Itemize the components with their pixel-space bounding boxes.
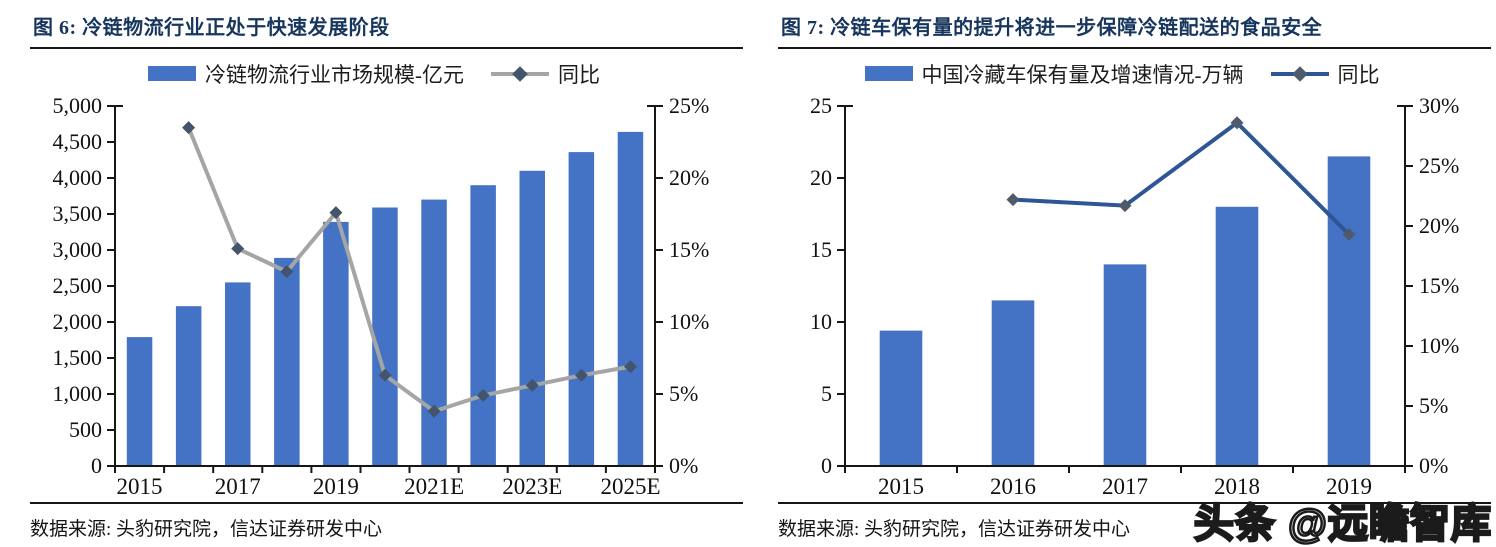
svg-text:500: 500 <box>69 417 102 442</box>
svg-text:5%: 5% <box>1419 393 1448 418</box>
svg-text:15%: 15% <box>669 237 709 262</box>
diamond-marker-icon <box>427 404 441 418</box>
figure-6-legend: 冷链物流行业市场规模-亿元 同比 <box>0 60 748 87</box>
svg-text:4,500: 4,500 <box>53 129 103 154</box>
svg-text:2,000: 2,000 <box>53 309 103 334</box>
growth-line <box>1012 120 1351 236</box>
diamond-marker-icon <box>574 368 588 382</box>
svg-text:2019: 2019 <box>313 474 359 499</box>
diamond-marker-icon <box>624 360 637 374</box>
diamond-marker-icon <box>231 242 245 256</box>
svg-text:2015: 2015 <box>878 474 924 499</box>
svg-text:10%: 10% <box>1419 333 1459 358</box>
bar-legend-label: 冷链物流行业市场规模-亿元 <box>205 62 464 87</box>
bar-series <box>879 156 1371 467</box>
svg-text:0%: 0% <box>669 453 698 478</box>
figure-6-title-rule <box>30 47 743 49</box>
svg-text:25%: 25% <box>669 93 709 118</box>
diamond-marker-icon <box>329 206 343 220</box>
figure-6-title: 图 6: 冷链物流行业正处于快速发展阶段 <box>33 17 390 39</box>
svg-text:0%: 0% <box>1419 453 1448 478</box>
figure-6-panel: 图 6: 冷链物流行业正处于快速发展阶段 冷链物流行业市场规模-亿元 同比 0 5… <box>0 17 748 541</box>
growth-line-markers <box>182 121 637 418</box>
line-legend-label: 同比 <box>1337 62 1380 87</box>
diamond-marker-icon <box>1342 227 1356 241</box>
svg-text:2019: 2019 <box>1326 474 1372 499</box>
svg-text:5%: 5% <box>669 381 698 406</box>
svg-text:20: 20 <box>810 165 832 190</box>
bar-legend-swatch <box>864 66 913 81</box>
axes <box>107 105 663 473</box>
figure-7-legend: 中国冷藏车保有量及增速情况-万辆 同比 <box>748 60 1496 87</box>
svg-text:2016: 2016 <box>990 474 1036 499</box>
svg-text:2023E: 2023E <box>502 474 562 499</box>
svg-text:1,000: 1,000 <box>53 381 103 406</box>
growth-line <box>186 126 631 414</box>
diamond-marker-icon <box>182 121 196 135</box>
svg-text:2025E: 2025E <box>600 474 660 499</box>
diamond-marker-icon <box>1291 65 1308 82</box>
figure-7-title: 图 7: 冷链车保有量的提升将进一步保障冷链配送的食品安全 <box>781 17 1323 39</box>
figure-7-title-rule <box>778 47 1491 49</box>
svg-text:25: 25 <box>810 93 832 118</box>
figure-6-source: 数据来源: 头豹研究院，信达证券研发中心 <box>30 502 743 541</box>
line-legend-label: 同比 <box>558 62 600 87</box>
svg-text:2017: 2017 <box>215 474 261 499</box>
svg-text:2015: 2015 <box>117 474 163 499</box>
diamond-marker-icon <box>525 378 539 392</box>
svg-text:10: 10 <box>810 309 832 334</box>
bar-legend-label: 中国冷藏车保有量及增速情况-万辆 <box>921 62 1244 87</box>
line-legend-swatch <box>491 65 549 82</box>
svg-text:20%: 20% <box>669 165 709 190</box>
svg-text:0: 0 <box>821 453 832 478</box>
diamond-marker-icon <box>1006 193 1020 207</box>
axis-labels: 0 5 10 15 20 25 0% 5% 10% 15% 20% 25% 30% 2015 2016 201… <box>810 93 1459 499</box>
line-legend-swatch <box>1270 65 1329 82</box>
svg-text:25%: 25% <box>1419 153 1459 178</box>
svg-text:3,500: 3,500 <box>53 201 103 226</box>
svg-text:30%: 30% <box>1419 93 1459 118</box>
svg-text:2017: 2017 <box>1102 474 1148 499</box>
svg-text:15: 15 <box>810 237 832 262</box>
svg-text:0: 0 <box>91 453 102 478</box>
growth-line-markers <box>1006 116 1356 241</box>
diamond-marker-icon <box>1118 199 1132 213</box>
svg-text:4,000: 4,000 <box>53 165 103 190</box>
svg-text:15%: 15% <box>1419 273 1459 298</box>
svg-text:20%: 20% <box>1419 213 1459 238</box>
svg-text:2018: 2018 <box>1214 474 1260 499</box>
svg-text:2,500: 2,500 <box>53 273 103 298</box>
svg-text:5,000: 5,000 <box>53 93 103 118</box>
diamond-marker-icon <box>476 388 490 402</box>
svg-text:2021E: 2021E <box>404 474 464 499</box>
svg-text:5: 5 <box>821 381 832 406</box>
diamond-marker-icon <box>378 368 392 382</box>
svg-text:10%: 10% <box>669 309 709 334</box>
bar-legend-swatch <box>148 66 196 81</box>
diamond-marker-icon <box>1230 116 1244 130</box>
diamond-marker-icon <box>512 65 528 82</box>
axis-labels: 0 500 1,000 1,500 2,000 2,500 3,000 3,500 4,000 4… <box>53 93 710 499</box>
figure-7-panel: 图 7: 冷链车保有量的提升将进一步保障冷链配送的食品安全 中国冷藏车保有量及增… <box>748 0 1496 547</box>
bar-series <box>126 131 644 467</box>
svg-text:1,500: 1,500 <box>53 345 103 370</box>
diamond-marker-icon <box>280 265 294 279</box>
figure-7-source: 数据来源: 头豹研究院，信达证券研发中心 <box>778 502 1491 541</box>
svg-text:3,000: 3,000 <box>53 237 103 262</box>
figure-7-chart: 0 5 10 15 20 25 0% 5% 10% 15% 20% 25% 30% 2015 2016 201… <box>810 93 1459 499</box>
figure-6-chart: 0 500 1,000 1,500 2,000 2,500 3,000 3,500 4,000 4… <box>53 93 710 499</box>
toutiao-watermark: 头条 @远瞻智库 <box>1193 502 1493 547</box>
axes <box>837 105 1413 473</box>
